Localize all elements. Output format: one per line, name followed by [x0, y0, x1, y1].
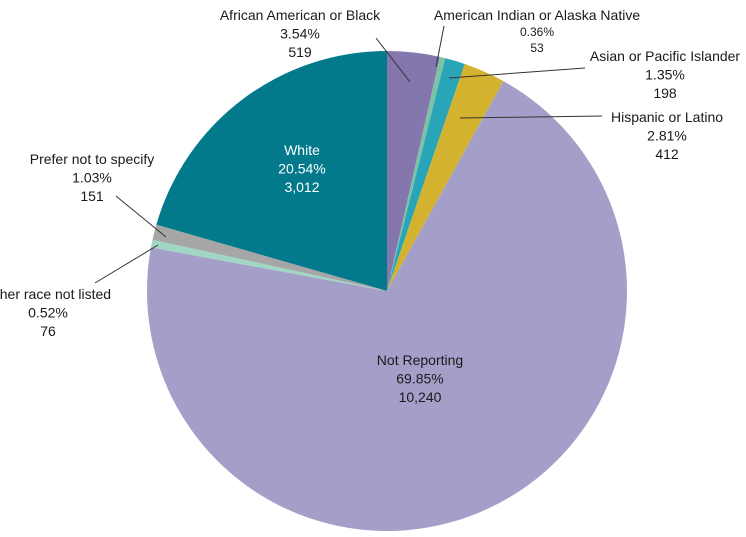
slice-count: 198 — [653, 85, 677, 101]
slice-count: 76 — [40, 323, 56, 339]
slice-percent: 1.03% — [72, 170, 112, 186]
slice-label: Prefer not to specify — [30, 151, 155, 167]
slice-percent: 1.35% — [645, 67, 685, 83]
slice-label: American Indian or Alaska Native — [434, 7, 640, 23]
slice-label: Asian or Pacific Islander — [590, 48, 741, 64]
slice-percent: 0.36% — [520, 25, 554, 39]
pie-slice-african-american-or-black — [387, 50, 440, 291]
pie-slice-hispanic-or-latino — [387, 63, 504, 292]
slice-count: 151 — [80, 188, 104, 204]
slice-label: Not Reporting — [377, 352, 463, 368]
leader-line — [375, 37, 411, 83]
slice-count: 10,240 — [399, 389, 442, 405]
leader-line — [435, 25, 445, 68]
pie-slice-white — [156, 51, 387, 291]
pie-slice-not-reporting — [146, 81, 627, 531]
slice-percent: 2.81% — [647, 128, 687, 144]
pie-slice-american-indian-or-alaska-native — [387, 56, 446, 291]
slice-percent: 0.52% — [28, 305, 68, 321]
pie-slice-other-race-not-listed — [150, 239, 387, 291]
leader-line — [94, 244, 159, 284]
slice-label: Other race not listed — [0, 286, 111, 302]
slice-percent: 20.54% — [278, 161, 325, 177]
slice-count: 3,012 — [284, 179, 319, 195]
slice-count: 519 — [288, 44, 312, 60]
slice-label: Hispanic or Latino — [611, 109, 723, 125]
slice-count: 412 — [655, 146, 679, 162]
slice-percent: 3.54% — [280, 26, 320, 42]
slice-label: African American or Black — [220, 7, 381, 23]
slice-count: 53 — [530, 41, 544, 55]
leader-lines — [94, 25, 603, 284]
pie-slice-asian-or-pacific-islander — [387, 58, 465, 292]
slice-label: White — [284, 142, 320, 158]
leader-line — [115, 195, 167, 238]
leader-line — [459, 115, 603, 119]
leader-line — [448, 67, 586, 79]
pie-slice-prefer-not-to-specify — [152, 224, 387, 291]
data-labels: African American or Black 3.54% 519 America… — [0, 7, 740, 405]
slice-percent: 69.85% — [396, 371, 443, 387]
pie-slices — [146, 50, 627, 531]
